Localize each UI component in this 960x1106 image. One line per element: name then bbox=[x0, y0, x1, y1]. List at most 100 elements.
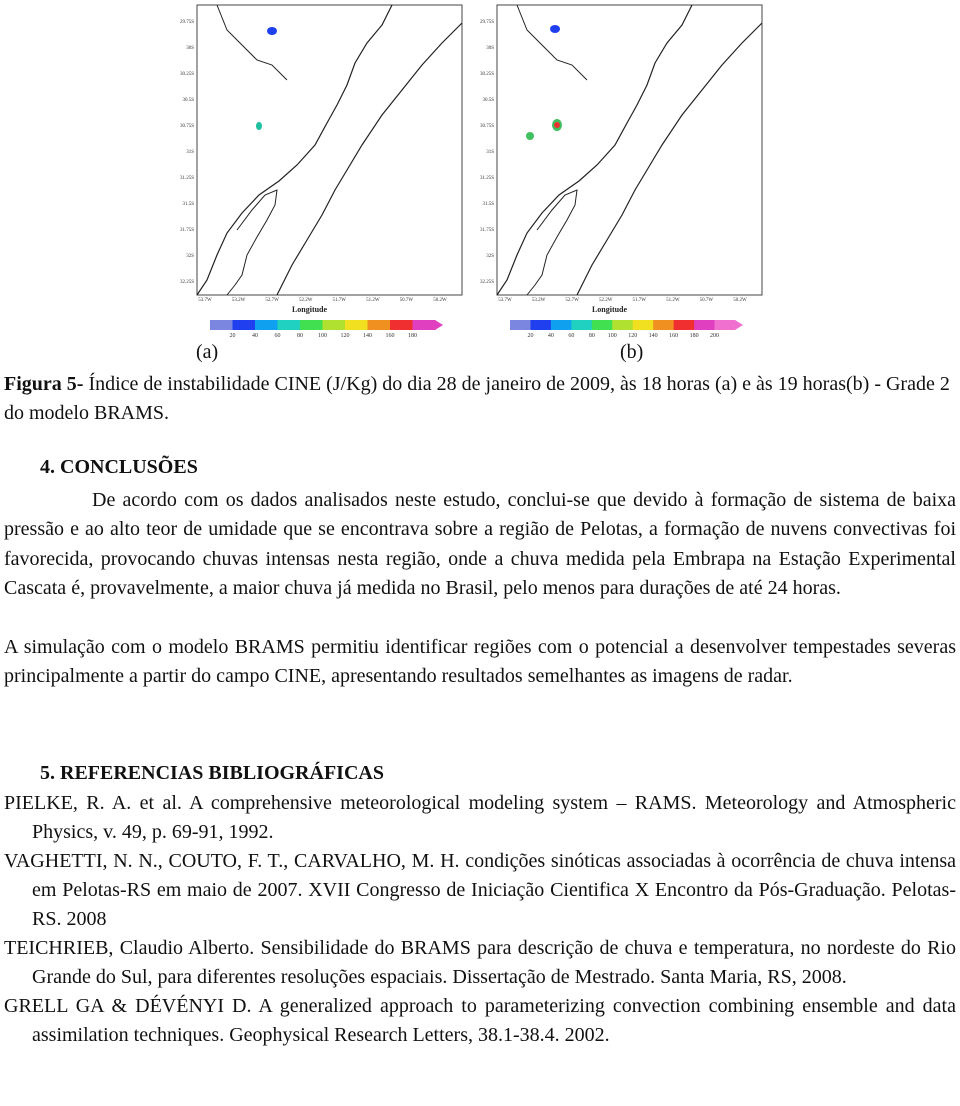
x-tick-label: 51.7W bbox=[333, 298, 347, 303]
panel-label: (b) bbox=[620, 341, 644, 363]
colorbar-swatch bbox=[322, 320, 346, 330]
colorbar-label: 100 bbox=[608, 333, 617, 339]
lagoon bbox=[216, 4, 288, 81]
lagoon bbox=[526, 189, 578, 296]
y-tick-label: 32S bbox=[186, 254, 194, 259]
colorbar-label: 200 bbox=[710, 333, 719, 339]
cine-area bbox=[256, 122, 262, 130]
paragraph: De acordo com os dados analisados neste … bbox=[4, 489, 956, 600]
colorbar-label: 40 bbox=[252, 333, 258, 339]
colorbar-label: 180 bbox=[690, 333, 699, 339]
reference: VAGHETTI, N. N., COUTO, F. T., CARVALHO,… bbox=[4, 850, 956, 930]
colorbar-swatch bbox=[300, 320, 323, 330]
colorbar-arrow bbox=[735, 320, 743, 330]
colorbar-label: 100 bbox=[318, 333, 327, 339]
x-tick-label: 51.2W bbox=[666, 298, 680, 303]
axis-title: Longitude bbox=[592, 305, 628, 314]
y-tick-label: 31.75S bbox=[180, 228, 194, 233]
y-tick-label: 31.75S bbox=[480, 228, 494, 233]
y-tick-label: 31.25S bbox=[180, 176, 194, 181]
x-tick-label: 52.2W bbox=[599, 298, 613, 303]
colorbar-swatch bbox=[210, 320, 233, 330]
y-tick-label: 30.25S bbox=[480, 72, 494, 77]
colorbar-swatch bbox=[612, 320, 634, 330]
lagoon bbox=[516, 4, 588, 81]
colorbar-swatch bbox=[632, 320, 654, 330]
coastline bbox=[496, 4, 693, 296]
colorbar-label: 180 bbox=[408, 333, 417, 339]
colorbar-label: 60 bbox=[568, 333, 574, 339]
colorbar-label: 80 bbox=[589, 333, 595, 339]
x-tick-label: 53.7W bbox=[498, 298, 512, 303]
x-tick-label: 52.7W bbox=[565, 298, 579, 303]
x-tick-label: 50.2W bbox=[433, 298, 447, 303]
colorbar-swatch bbox=[367, 320, 391, 330]
section-heading: 4. CONCLUSÕES bbox=[40, 456, 198, 478]
axis-title: Longitude bbox=[292, 305, 328, 314]
colorbar-label: 120 bbox=[628, 333, 637, 339]
colorbar-label: 80 bbox=[297, 333, 303, 339]
paragraph: A simulação com o modelo BRAMS permitiu … bbox=[4, 636, 956, 688]
colorbar-label: 20 bbox=[527, 333, 533, 339]
colorbar-swatch bbox=[390, 320, 413, 330]
colorbar-label: 160 bbox=[669, 333, 678, 339]
map-frame bbox=[196, 4, 463, 296]
x-tick-label: 52.7W bbox=[265, 298, 279, 303]
reference: GRELL GA & DÉVÉNYI D. A generalized appr… bbox=[4, 995, 956, 1046]
cine-area bbox=[526, 132, 534, 140]
panel-label: (a) bbox=[196, 341, 219, 363]
x-tick-label: 51.2W bbox=[366, 298, 380, 303]
y-tick-label: 31S bbox=[186, 150, 194, 155]
x-tick-label: 53.2W bbox=[532, 298, 546, 303]
colorbar-swatch bbox=[653, 320, 675, 330]
x-tick-label: 53.2W bbox=[232, 298, 246, 303]
colorbar-arrow bbox=[435, 320, 443, 330]
colorbar-swatch bbox=[591, 320, 613, 330]
y-tick-label: 31.5S bbox=[482, 202, 494, 207]
colorbar-label: 20 bbox=[230, 333, 236, 339]
y-tick-label: 30S bbox=[186, 46, 194, 51]
coastline bbox=[196, 4, 393, 296]
y-tick-label: 31S bbox=[486, 150, 494, 155]
colorbar-label: 140 bbox=[649, 333, 658, 339]
caption-text: Índice de instabilidade CINE (J/Kg) do d… bbox=[4, 373, 950, 424]
colorbar-swatch bbox=[550, 320, 572, 330]
lagoon bbox=[226, 189, 278, 296]
cine-area bbox=[267, 27, 277, 35]
reference-list: PIELKE, R. A. et al. A comprehensive met… bbox=[4, 789, 956, 1050]
x-tick-label: 50.2W bbox=[733, 298, 747, 303]
colorbar-swatch bbox=[232, 320, 256, 330]
y-tick-label: 30.75S bbox=[480, 124, 494, 129]
colorbar-swatch bbox=[510, 320, 531, 330]
section-heading: 5. REFERENCIAS BIBLIOGRÁFICAS bbox=[40, 762, 384, 784]
colorbar-swatch bbox=[694, 320, 716, 330]
reference: PIELKE, R. A. et al. A comprehensive met… bbox=[4, 792, 956, 843]
colorbar-label: 160 bbox=[386, 333, 395, 339]
map-frame bbox=[496, 4, 763, 296]
coastline bbox=[576, 22, 763, 296]
y-tick-label: 30.5S bbox=[182, 98, 194, 103]
map-panel: 29.75S 30S 30.25S 30.5S 30.75S 31S 31.25S 31.5S… bbox=[480, 4, 763, 339]
cine-area bbox=[554, 122, 560, 128]
colorbar-swatch bbox=[673, 320, 695, 330]
colorbar-swatch bbox=[277, 320, 301, 330]
y-tick-label: 30.5S bbox=[482, 98, 494, 103]
y-tick-label: 29.75S bbox=[180, 20, 194, 25]
colorbar-swatch bbox=[530, 320, 552, 330]
map-panel: 29.75S 30S 30.25S 30.5S 30.75S 31S 31.25S 31.5S… bbox=[180, 4, 463, 339]
colorbar-label: 40 bbox=[548, 333, 554, 339]
x-tick-label: 53.7W bbox=[198, 298, 212, 303]
y-tick-label: 32.25S bbox=[480, 280, 494, 285]
y-tick-label: 32.25S bbox=[180, 280, 194, 285]
coastline bbox=[276, 22, 463, 296]
x-tick-label: 52.2W bbox=[299, 298, 313, 303]
colorbar-label: 60 bbox=[275, 333, 281, 339]
colorbar-label: 140 bbox=[363, 333, 372, 339]
x-tick-label: 51.7W bbox=[633, 298, 647, 303]
colorbar-swatch bbox=[412, 320, 436, 330]
colorbar-label: 120 bbox=[341, 333, 350, 339]
y-tick-label: 31.5S bbox=[182, 202, 194, 207]
y-tick-label: 29.75S bbox=[480, 20, 494, 25]
y-tick-label: 30S bbox=[486, 46, 494, 51]
